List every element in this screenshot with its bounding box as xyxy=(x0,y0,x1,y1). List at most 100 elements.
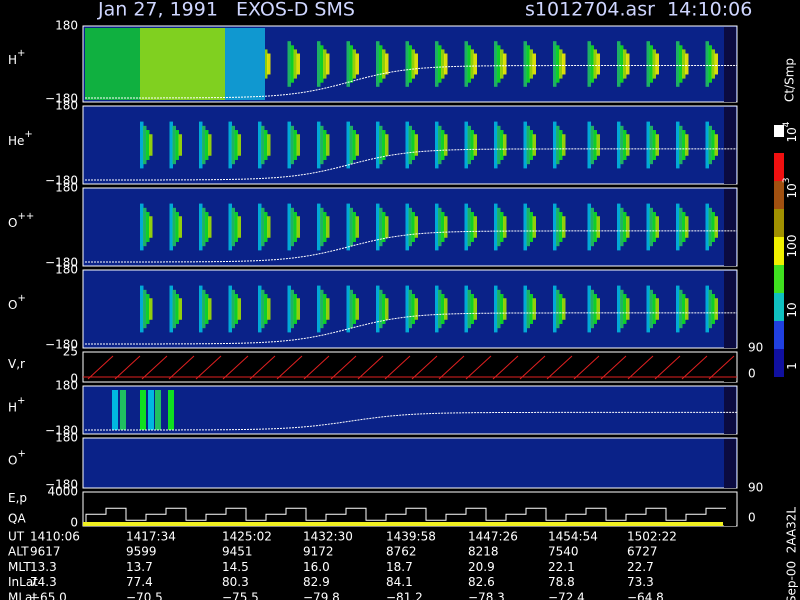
spectrum-cell xyxy=(553,121,557,169)
spectrum-cell xyxy=(705,41,709,87)
spectrum-cell xyxy=(596,53,600,75)
colorbar-tick: 1 xyxy=(785,362,799,370)
colorbar-cell xyxy=(774,181,784,209)
spectrum-cell xyxy=(352,49,356,79)
spectrum-cell xyxy=(441,49,445,79)
row-value: −64.8 xyxy=(627,590,664,600)
y2-tick-label: 90 xyxy=(748,341,763,355)
spectrum-cell xyxy=(261,125,265,165)
spectrum-cell xyxy=(444,134,448,156)
spectrum-cell xyxy=(293,49,297,79)
spectrum-cell xyxy=(267,216,271,238)
spectrum-cell xyxy=(620,207,624,247)
spectrum-cell xyxy=(323,294,327,324)
spectrum-cell xyxy=(143,289,147,329)
spectrum-cell xyxy=(617,285,621,333)
y2-tick-label: 0 xyxy=(748,367,756,381)
spectrum-cell xyxy=(267,134,271,156)
spectrum-cell xyxy=(526,289,530,329)
trace xyxy=(84,65,737,99)
spectrum-cell xyxy=(414,134,418,156)
y-tick-label: 180 xyxy=(55,431,78,445)
spectrum-cell xyxy=(205,212,209,242)
spectrum-cell xyxy=(414,216,418,238)
spectrum-cell xyxy=(178,134,182,156)
y2-tick-label: 90 xyxy=(748,481,763,495)
spectrum-cell xyxy=(655,216,659,238)
spectrum-cell xyxy=(140,285,144,333)
spectrum-cell xyxy=(714,53,718,75)
spectrum-cell xyxy=(652,49,656,79)
spectrum-cell xyxy=(258,285,262,333)
spectrum-cell xyxy=(438,125,442,165)
spectrum-cell xyxy=(346,41,350,87)
spectrum-cell xyxy=(231,125,235,165)
label-sup: + xyxy=(17,449,25,460)
row-label: MLT xyxy=(8,560,31,574)
spectrum-cell xyxy=(596,216,600,238)
spectrum-cell xyxy=(411,212,415,242)
spectrum-cell xyxy=(352,130,356,160)
spectrum-cell xyxy=(676,203,680,251)
spectrum-cell xyxy=(682,212,686,242)
spectrum-cell xyxy=(620,45,624,83)
spectrum-cell xyxy=(556,289,560,329)
spectrum-cell xyxy=(355,298,359,320)
spectrum-cell xyxy=(385,298,389,320)
spectrum-cell xyxy=(473,298,477,320)
spectrum-cell xyxy=(467,207,471,247)
label-text: O xyxy=(8,453,17,467)
spectrum-cell xyxy=(708,125,712,165)
spectrum-cell xyxy=(234,294,238,324)
row-value: 13.7 xyxy=(126,560,153,574)
spectrum-cell xyxy=(199,285,203,333)
energy-trace xyxy=(85,507,726,522)
label-base: 1 xyxy=(785,362,799,370)
spectrum-cell xyxy=(287,121,291,169)
spectrum-cell xyxy=(178,298,182,320)
spectrum-cell xyxy=(593,294,597,324)
spectrum-cell xyxy=(408,289,412,329)
spectrum-cell xyxy=(470,130,474,160)
spectrum-cell xyxy=(143,125,147,165)
spectrum-cell xyxy=(112,390,118,430)
spectrum-cell xyxy=(494,41,498,87)
row-value: 1439:58 xyxy=(386,530,436,544)
spectrum-cell xyxy=(593,49,597,79)
label-text: O xyxy=(8,216,17,230)
credit: Sep-00 2AA32L xyxy=(785,507,799,600)
row-label: ALT xyxy=(8,545,29,559)
spectrum-cell xyxy=(414,298,418,320)
spectrum-cell xyxy=(444,53,448,75)
spectrum-cell xyxy=(261,207,265,247)
spectrum-cell xyxy=(503,134,507,156)
spectrum-cell xyxy=(376,285,380,333)
spectrum-cell xyxy=(532,134,536,156)
spectrum-cell xyxy=(355,216,359,238)
spectrum-cell xyxy=(682,130,686,160)
spectrum-cell xyxy=(382,294,386,324)
y-tick-label: −180 xyxy=(45,478,78,492)
y-tick-label: 0 xyxy=(70,372,78,386)
spectrum-cell xyxy=(326,298,330,320)
trace xyxy=(85,312,737,345)
label-base: 10 xyxy=(785,127,799,142)
row-value: 80.3 xyxy=(222,575,249,589)
spectrum-cell xyxy=(559,130,563,160)
row-value: 74.3 xyxy=(30,575,57,589)
spectrum-cell xyxy=(587,203,591,251)
label-sup: ++ xyxy=(17,211,34,222)
spectrum-cell xyxy=(317,203,321,251)
spectrum-cell xyxy=(155,390,161,430)
row-value: 1432:30 xyxy=(303,530,353,544)
spectrum-cell xyxy=(494,285,498,333)
row-value: 6727 xyxy=(627,545,658,559)
spectrum-cell xyxy=(264,49,268,79)
colorbar-cell xyxy=(774,237,784,265)
spectrum-cell xyxy=(178,216,182,238)
spectrum-cell xyxy=(175,212,179,242)
spectrum-cell xyxy=(346,285,350,333)
spectrum-cell xyxy=(562,216,566,238)
panel-label: O+ xyxy=(8,293,26,312)
spectrum-cell xyxy=(473,134,477,156)
